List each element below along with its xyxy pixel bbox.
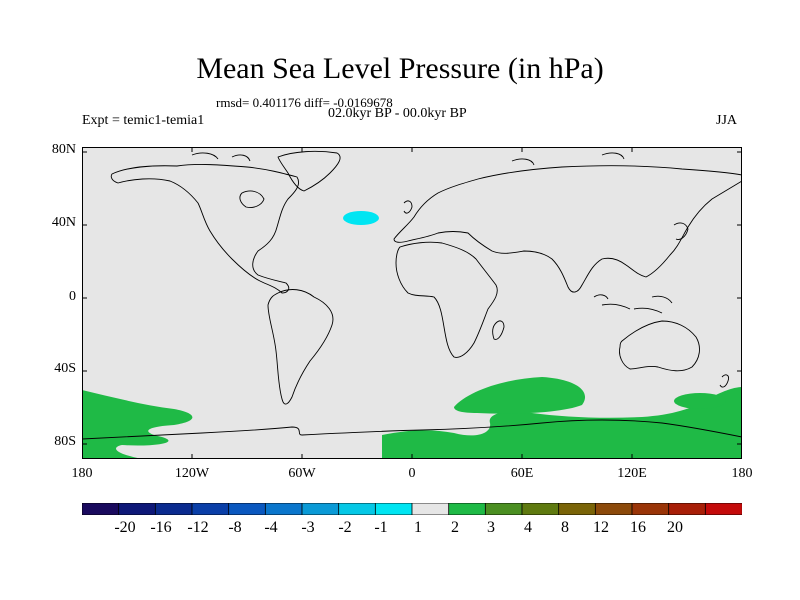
colorbar-swatch — [228, 503, 267, 515]
lat-label-80s: 80S — [54, 434, 76, 449]
north-atlantic-low-anomaly — [343, 211, 379, 225]
coast-arctic-islands — [191, 152, 625, 166]
coast-antarctica — [82, 419, 742, 440]
coast-north-america — [110, 164, 299, 294]
coast-south-america — [267, 289, 334, 405]
anomaly-shading — [82, 211, 742, 459]
lon-label-60e: 60E — [510, 466, 534, 481]
stats-line: rmsd= 0.401176 diff= -0.0169678 — [216, 95, 393, 110]
colorbar-label: 1 — [414, 519, 422, 536]
colorbar-swatch — [484, 503, 523, 515]
lon-label-180w: 180 — [71, 466, 93, 481]
coast-uk — [403, 200, 413, 214]
lon-label-180e: 180 — [731, 466, 753, 481]
colorbar-label: -4 — [264, 519, 278, 536]
southern-ocean-anomaly-indian — [454, 377, 586, 414]
colorbar-swatch — [594, 503, 633, 515]
coast-hudson-bay — [239, 190, 265, 208]
colorbar-swatch — [631, 503, 670, 515]
colorbar-label: -1 — [374, 519, 388, 536]
lat-label-40s: 40S — [54, 361, 76, 376]
coast-eurasia — [393, 165, 742, 293]
southern-ocean-anomaly-west — [82, 390, 193, 459]
coast-japan — [673, 222, 689, 240]
colorbar-swatch — [521, 503, 560, 515]
colorbar-label: 8 — [561, 519, 569, 536]
coast-greenland — [277, 150, 341, 192]
lon-label-0: 0 — [408, 466, 416, 481]
colorbar — [82, 503, 742, 515]
colorbar-swatch — [191, 503, 230, 515]
lat-label-0: 0 — [69, 289, 76, 304]
colorbar-label: -8 — [228, 519, 242, 536]
colorbar-label: -12 — [187, 519, 209, 536]
coast-indonesia — [593, 294, 673, 314]
season-label: JJA — [716, 113, 738, 128]
coast-madagascar — [492, 320, 505, 340]
colorbar-label: 4 — [524, 519, 532, 536]
colorbar-label: -3 — [301, 519, 315, 536]
southern-ocean-anomaly-pacific — [674, 393, 726, 409]
colorbar-label: -2 — [338, 519, 352, 536]
lat-label-40n: 40N — [51, 215, 76, 230]
map-ticks — [82, 147, 742, 459]
colorbar-swatch — [668, 503, 707, 515]
colorbar-swatch — [118, 503, 157, 515]
world-map — [82, 147, 742, 459]
lon-label-120e: 120E — [617, 466, 647, 481]
colorbar-label: 3 — [487, 519, 495, 536]
coastlines — [82, 150, 742, 440]
coast-africa — [395, 241, 498, 358]
lon-label-120w: 120W — [174, 466, 210, 481]
colorbar-swatch — [704, 503, 742, 515]
colorbar-swatch — [411, 503, 450, 515]
southern-ocean-anomaly-antarctic — [382, 387, 742, 459]
colorbar-label: 2 — [451, 519, 459, 536]
colorbar-swatch — [374, 503, 413, 515]
plot-title: Mean Sea Level Pressure (in hPa) — [196, 52, 604, 85]
period-label: 02.0kyr BP - 00.0kyr BP — [328, 106, 467, 121]
colorbar-swatch — [338, 503, 377, 515]
colorbar-swatch — [448, 503, 487, 515]
colorbar-swatch — [82, 503, 120, 515]
colorbar-swatch — [154, 503, 193, 515]
colorbar-label: -16 — [150, 519, 172, 536]
colorbar-swatch — [558, 503, 597, 515]
colorbar-label: 16 — [630, 519, 646, 536]
colorbar-swatch — [301, 503, 340, 515]
lat-label-80n: 80N — [51, 142, 76, 157]
map-background — [82, 147, 742, 459]
colorbar-label: -20 — [114, 519, 136, 536]
coast-new-zealand — [719, 374, 729, 388]
colorbar-label: 12 — [593, 519, 609, 536]
experiment-label: Expt = temic1-temia1 — [82, 113, 205, 128]
coast-australia — [619, 320, 700, 372]
lon-label-60w: 60W — [288, 466, 316, 481]
colorbar-swatch — [264, 503, 303, 515]
colorbar-label: 20 — [667, 519, 683, 536]
